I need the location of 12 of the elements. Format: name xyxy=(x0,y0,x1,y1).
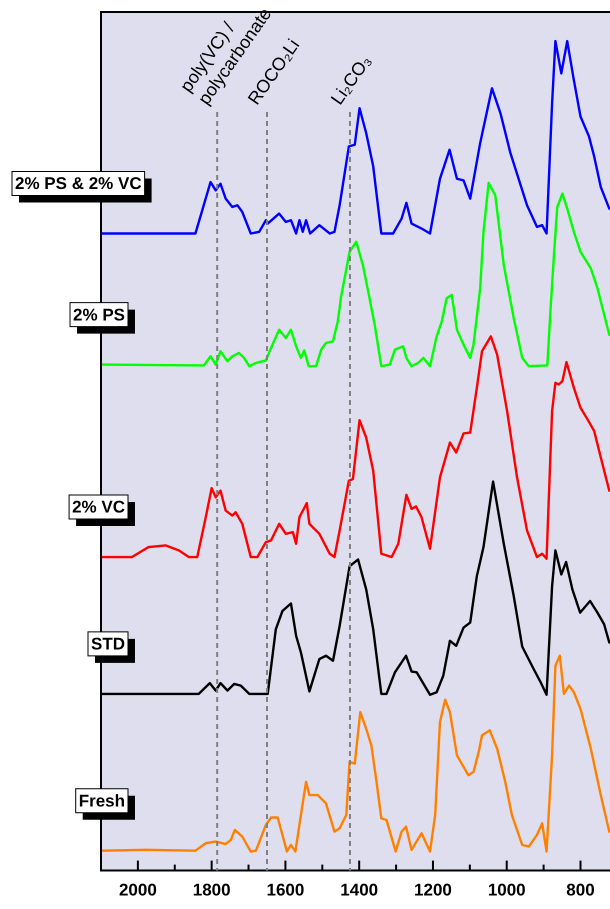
x-tick-label: 800 xyxy=(566,880,595,900)
x-tick-label: 1600 xyxy=(266,880,304,900)
text: STD xyxy=(91,634,125,654)
x-tick-label: 2000 xyxy=(118,880,157,900)
x-tick-label: 1200 xyxy=(414,880,452,900)
x-tick-label: 1400 xyxy=(340,880,378,900)
text: 2% VC xyxy=(72,498,126,517)
x-tick-label: 1800 xyxy=(192,880,231,900)
text: 2% PS xyxy=(73,305,126,324)
text: 2% PS & 2% VC xyxy=(15,174,142,194)
x-tick-label: 1000 xyxy=(488,880,526,900)
text: Fresh xyxy=(78,791,126,810)
